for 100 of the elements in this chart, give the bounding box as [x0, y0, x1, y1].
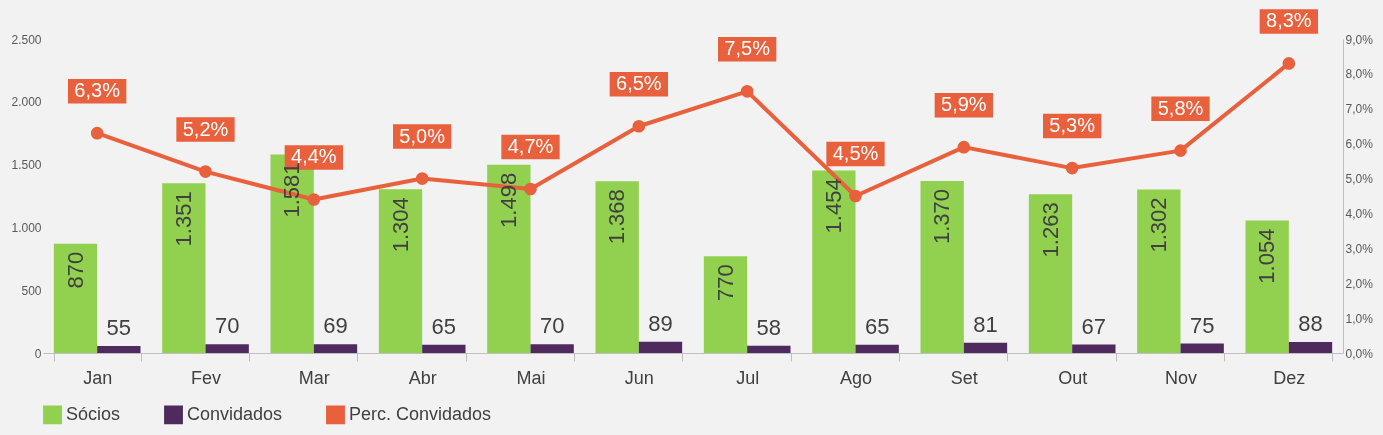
point	[1065, 161, 1079, 175]
data-label: 1.302	[1145, 197, 1171, 253]
bar	[53, 243, 98, 353]
bar	[1288, 341, 1333, 353]
data-label: 1.370	[929, 188, 955, 244]
bar	[812, 170, 856, 353]
data-label: 6,5%	[616, 72, 662, 95]
bar	[97, 346, 141, 353]
x-tick-label: Jun	[624, 367, 654, 388]
point	[740, 85, 754, 98]
data-label: 88	[1298, 310, 1323, 336]
data-label: 70	[539, 313, 565, 339]
bar	[1028, 194, 1073, 353]
y2-tick-label: 9,0%	[1345, 32, 1374, 47]
y-tick-label: 500	[21, 283, 42, 298]
data-label: 6,3%	[74, 79, 121, 102]
data-label: 70	[214, 313, 240, 339]
bar	[378, 189, 423, 353]
legend-label: Perc. Convidados	[349, 403, 492, 424]
x-tick-label: Out	[1058, 367, 1088, 388]
data-label: 5,2%	[182, 117, 229, 140]
legend-label: Sócios	[66, 403, 121, 424]
point	[307, 193, 321, 206]
data-label: 69	[323, 313, 348, 339]
data-label: 81	[973, 311, 998, 337]
bar	[963, 342, 1008, 353]
data-label: 1.351	[170, 191, 196, 247]
x-tick-label: Ago	[839, 367, 873, 388]
data-label: 8,3%	[1266, 9, 1312, 32]
bar	[205, 344, 249, 353]
bar	[487, 164, 531, 353]
bar	[1137, 189, 1181, 353]
bar	[703, 256, 748, 353]
data-label: 5,0%	[399, 124, 446, 147]
x-tick-label: Fev	[190, 367, 222, 388]
x-tick-label: Nov	[1164, 367, 1198, 388]
x-tick-label: Mai	[516, 367, 546, 388]
point	[415, 172, 429, 185]
x-tick-label: Jul	[736, 367, 760, 388]
y2-tick-label: 2,0%	[1345, 276, 1374, 291]
data-label: 1.263	[1037, 202, 1063, 258]
y2-tick-label: 4,0%	[1345, 206, 1374, 221]
point	[632, 119, 646, 133]
data-label: 1.368	[604, 189, 630, 245]
bar	[530, 344, 574, 353]
point	[1174, 144, 1187, 157]
data-label: 4,7%	[507, 135, 554, 158]
point	[957, 140, 971, 154]
bar	[1245, 220, 1289, 353]
x-tick-label: Dez	[1273, 367, 1306, 388]
bar	[638, 341, 683, 353]
y2-tick-label: 7,0%	[1345, 102, 1374, 117]
data-label: 1.454	[820, 178, 846, 234]
y-tick-label: 2.000	[11, 95, 42, 110]
data-label: 89	[648, 310, 673, 336]
bar	[920, 180, 964, 353]
x-tick-label: Jan	[83, 367, 113, 388]
data-label: 1.498	[495, 172, 521, 228]
y-tick-label: 0	[34, 346, 42, 361]
x-tick-label: Set	[950, 367, 978, 388]
bar	[1180, 343, 1224, 353]
y-tick-label: 2.500	[11, 32, 42, 47]
data-label: 75	[1189, 312, 1215, 338]
bar	[313, 344, 358, 353]
data-label: 7,5%	[724, 37, 771, 60]
y2-tick-label: 3,0%	[1345, 241, 1374, 256]
point	[1282, 57, 1296, 70]
bar	[747, 345, 791, 353]
y2-tick-label: 5,0%	[1345, 172, 1374, 187]
data-label: 65	[431, 313, 457, 339]
point	[199, 165, 212, 178]
point	[90, 126, 104, 140]
point	[849, 189, 862, 203]
bar	[595, 181, 639, 353]
data-label: 1.304	[387, 197, 413, 253]
y2-tick-label: 0,0%	[1345, 346, 1374, 361]
data-label: 5,9%	[941, 93, 987, 116]
data-label: 770	[712, 264, 738, 302]
point	[524, 182, 537, 196]
x-tick-label: Abr	[408, 367, 437, 388]
x-tick-label: Mar	[298, 367, 330, 388]
data-label: 65	[864, 313, 890, 339]
y-tick-label: 1.000	[11, 220, 42, 235]
data-label: 1.054	[1254, 228, 1280, 284]
data-label: 55	[106, 315, 132, 341]
bar	[855, 344, 899, 353]
legend-label: Convidados	[187, 403, 283, 424]
data-label: 870	[62, 251, 88, 289]
data-label: 58	[756, 314, 782, 340]
y-tick-label: 1.500	[11, 158, 42, 173]
bar	[1072, 344, 1116, 353]
y2-tick-label: 6,0%	[1345, 137, 1374, 152]
data-label: 4,5%	[832, 142, 879, 164]
y2-tick-label: 1,0%	[1345, 311, 1374, 326]
data-label: 67	[1081, 313, 1107, 339]
data-label: 5,8%	[1157, 96, 1204, 119]
y2-tick-label: 8,0%	[1345, 67, 1374, 82]
bar	[422, 344, 466, 353]
data-label: 5,3%	[1049, 114, 1096, 137]
bar	[162, 183, 206, 353]
